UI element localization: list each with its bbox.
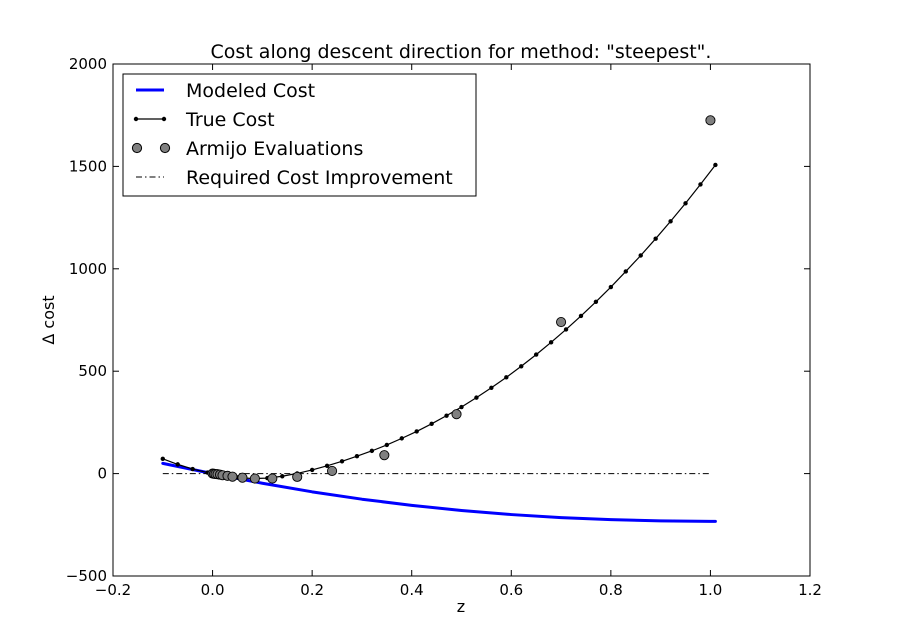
true-cost-point xyxy=(593,299,599,304)
true-cost-point xyxy=(384,442,390,448)
y-tick-label: 500 xyxy=(78,362,107,380)
armijo-evaluation-point xyxy=(249,473,260,484)
legend-swatch-true-cost-marker-right xyxy=(161,116,167,122)
true-cost-point xyxy=(160,456,165,462)
true-cost-point xyxy=(474,395,479,400)
x-tick-label: 0.2 xyxy=(300,581,324,599)
true-cost-point xyxy=(339,459,345,464)
armijo-evaluation-point xyxy=(292,471,303,482)
legend-item-true-cost: True Cost xyxy=(133,109,275,131)
x-tick-label: 0.8 xyxy=(599,581,623,599)
armijo-evaluation-point xyxy=(227,471,238,482)
legend-item-required-cost-improvement: Required Cost Improvement xyxy=(136,167,453,189)
x-tick-label: 0.4 xyxy=(400,581,424,599)
y-axis: −500 0 500 1000 1500 2000 xyxy=(66,55,810,585)
y-tick-label: 2000 xyxy=(69,55,107,73)
y-tick-label: −500 xyxy=(66,567,107,585)
legend-swatch-armijo-marker-left xyxy=(131,142,143,154)
legend-label-modeled-cost: Modeled Cost xyxy=(186,80,315,102)
true-cost-point xyxy=(444,413,449,418)
y-tick-label: 1500 xyxy=(69,157,107,175)
armijo-evaluation-point xyxy=(379,450,390,461)
true-cost-point xyxy=(354,453,360,459)
true-cost-point xyxy=(399,436,404,441)
armijo-evaluation-point xyxy=(556,316,567,328)
y-axis-label: Δ cost xyxy=(39,295,58,344)
true-cost-point xyxy=(459,404,464,410)
legend-item-armijo-evaluations: Armijo Evaluations xyxy=(131,138,363,160)
x-tick-label: 0.6 xyxy=(499,581,523,599)
x-axis-label: z xyxy=(457,597,465,616)
series-layer xyxy=(160,115,718,523)
legend-swatch-true-cost-marker-left xyxy=(133,116,139,122)
legend: Modeled Cost True Cost Armijo Evaluation… xyxy=(122,73,477,197)
legend-swatch-armijo-marker-right xyxy=(159,142,171,154)
true-cost-point xyxy=(683,201,688,206)
chart-title: Cost along descent direction for method:… xyxy=(211,41,712,63)
legend-label-required-cost-improvement: Required Cost Improvement xyxy=(186,167,453,189)
true-cost-point xyxy=(653,236,658,241)
true-cost-point xyxy=(698,182,703,187)
legend-item-modeled-cost: Modeled Cost xyxy=(136,80,315,102)
x-axis: −0.2 0.0 0.2 0.4 0.6 0.8 1.0 1.2 xyxy=(95,64,822,599)
armijo-evaluation-point xyxy=(267,473,278,484)
armijo-evaluation-point xyxy=(327,465,338,476)
armijo-evaluation-point xyxy=(237,472,248,483)
true-cost-point xyxy=(563,327,569,332)
true-cost-point xyxy=(548,340,554,345)
legend-box xyxy=(122,73,477,197)
x-tick-label: 0.0 xyxy=(201,581,225,599)
true-cost-point xyxy=(713,162,718,168)
legend-label-armijo-evaluations: Armijo Evaluations xyxy=(186,138,363,160)
y-tick-label: 1000 xyxy=(69,260,107,278)
true-cost-point xyxy=(429,421,434,427)
true-cost-point xyxy=(309,467,315,473)
true-cost-point xyxy=(190,466,195,472)
true-cost-point xyxy=(519,364,524,369)
true-cost-point xyxy=(414,429,419,434)
true-cost-point xyxy=(504,375,509,380)
true-cost-point xyxy=(280,474,285,479)
true-cost-point xyxy=(489,385,494,390)
true-cost-point xyxy=(668,219,673,224)
true-cost-point xyxy=(638,253,643,258)
y-tick-label: 0 xyxy=(97,465,107,483)
x-tick-label: 1.0 xyxy=(698,581,722,599)
x-tick-label: −0.2 xyxy=(95,581,131,599)
true-cost-point xyxy=(175,462,180,467)
true-cost-point xyxy=(608,284,614,290)
armijo-evaluation-point xyxy=(705,115,716,126)
armijo-evaluation-point xyxy=(451,409,462,420)
true-cost-point xyxy=(578,313,584,319)
true-cost-point xyxy=(623,269,628,274)
series-line-modeled-cost xyxy=(161,461,717,523)
x-tick-label: 1.2 xyxy=(798,581,822,599)
true-cost-point xyxy=(369,448,375,454)
true-cost-point xyxy=(533,352,539,357)
true-cost-point xyxy=(324,463,330,469)
legend-label-true-cost: True Cost xyxy=(185,109,275,131)
